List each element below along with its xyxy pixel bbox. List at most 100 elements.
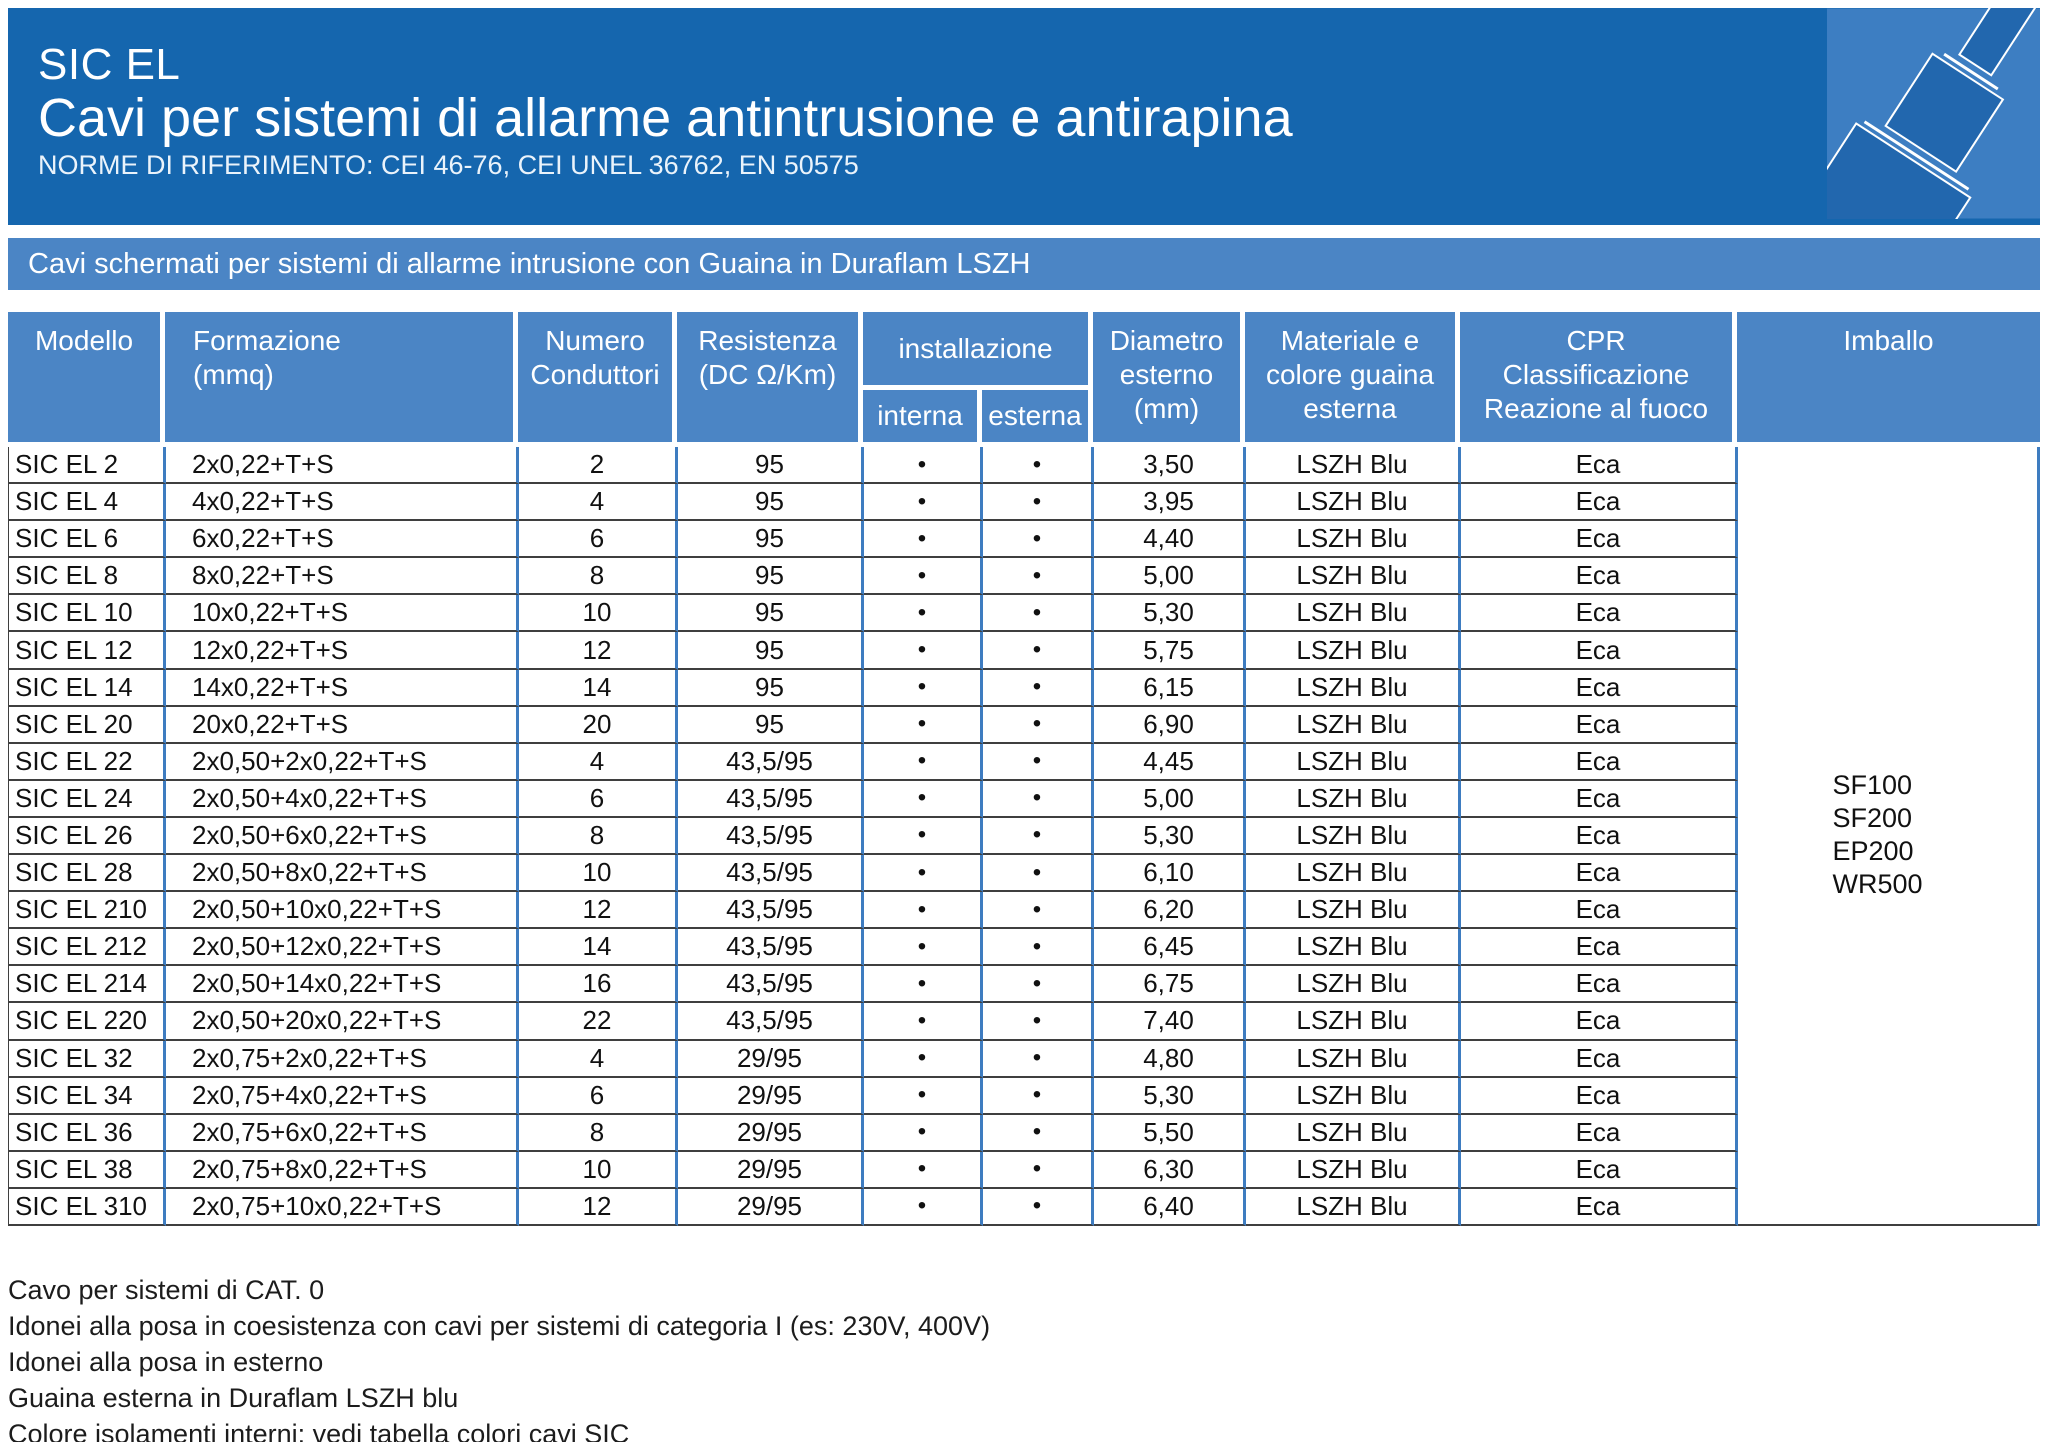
- cell-diametro: 4,40: [1094, 521, 1246, 559]
- cell-conduttori: 4: [519, 743, 678, 781]
- cell-resistenza: 95: [678, 558, 864, 596]
- note-line: Idonei alla posa in esterno: [8, 1346, 324, 1377]
- imballo-value: SF200: [1832, 803, 1913, 834]
- cell-diametro: 6,40: [1094, 1188, 1246, 1226]
- cell-diametro: 6,15: [1094, 669, 1246, 707]
- header-modello: Modello: [8, 312, 160, 442]
- cell-installazione-esterna: •: [983, 706, 1094, 744]
- cell-modello: SIC EL 4: [9, 484, 166, 522]
- cell-resistenza: 43,5/95: [678, 929, 864, 967]
- cell-formazione: 2x0,50+4x0,22+T+S: [166, 780, 519, 818]
- cell-conduttori: 4: [519, 1040, 678, 1078]
- cell-diametro: 5,30: [1094, 1077, 1246, 1115]
- cell-installazione-esterna: •: [983, 1077, 1094, 1115]
- cell-diametro: 3,50: [1094, 447, 1246, 485]
- imballo-value: WR500: [1832, 869, 1923, 900]
- cell-installazione-esterna: •: [983, 521, 1094, 559]
- cell-formazione: 2x0,50+8x0,22+T+S: [166, 855, 519, 893]
- cell-resistenza: 95: [678, 632, 864, 670]
- cell-resistenza: 43,5/95: [678, 817, 864, 856]
- cell-diametro: 6,20: [1094, 892, 1246, 930]
- cell-installazione-interna: •: [864, 1151, 983, 1189]
- cell-modello: SIC EL 212: [9, 929, 166, 967]
- cell-modello: SIC EL 24: [9, 780, 166, 818]
- cell-conduttori: 6: [519, 780, 678, 818]
- page-title: SIC EL: [38, 40, 181, 89]
- cell-formazione: 2x0,50+10x0,22+T+S: [166, 892, 519, 930]
- cell-cpr: Eca: [1461, 817, 1738, 856]
- cell-installazione-interna: •: [864, 595, 983, 633]
- cell-diametro: 4,80: [1094, 1040, 1246, 1078]
- cell-cpr: Eca: [1461, 929, 1738, 967]
- cell-cpr: Eca: [1461, 595, 1738, 633]
- header-imballo: Imballo: [1737, 312, 2040, 442]
- cell-resistenza: 29/95: [678, 1114, 864, 1152]
- cell-diametro: 6,90: [1094, 706, 1246, 744]
- imballo-value: EP200: [1832, 836, 1914, 867]
- cell-installazione-esterna: •: [983, 1188, 1094, 1226]
- cell-formazione: 2x0,50+12x0,22+T+S: [166, 929, 519, 967]
- cell-conduttori: 6: [519, 1077, 678, 1115]
- cell-conduttori: 8: [519, 1114, 678, 1152]
- cell-materiale-guaina: LSZH Blu: [1246, 1151, 1461, 1189]
- cell-conduttori: 10: [519, 1151, 678, 1189]
- cell-diametro: 5,50: [1094, 1114, 1246, 1152]
- cell-resistenza: 29/95: [678, 1151, 864, 1189]
- cell-installazione-esterna: •: [983, 743, 1094, 781]
- cell-cpr: Eca: [1461, 669, 1738, 707]
- cell-installazione-esterna: •: [983, 1114, 1094, 1152]
- cell-resistenza: 43,5/95: [678, 743, 864, 781]
- cell-resistenza: 95: [678, 706, 864, 744]
- cell-formazione: 12x0,22+T+S: [166, 632, 519, 670]
- cell-materiale-guaina: LSZH Blu: [1246, 780, 1461, 818]
- page-banner: SIC EL Cavi per sistemi di allarme antin…: [8, 0, 2048, 359]
- cell-conduttori: 14: [519, 929, 678, 967]
- cell-installazione-esterna: •: [983, 1040, 1094, 1078]
- cell-modello: SIC EL 26: [9, 817, 166, 856]
- cell-conduttori: 2: [519, 447, 678, 485]
- cell-formazione: 2x0,50+14x0,22+T+S: [166, 966, 519, 1004]
- cell-modello: SIC EL 34: [9, 1077, 166, 1115]
- cell-materiale-guaina: LSZH Blu: [1246, 966, 1461, 1004]
- cell-cpr: Eca: [1461, 1188, 1738, 1226]
- cell-modello: SIC EL 10: [9, 595, 166, 633]
- cell-conduttori: 20: [519, 706, 678, 744]
- cell-installazione-esterna: •: [983, 447, 1094, 485]
- cell-diametro: 6,30: [1094, 1151, 1246, 1189]
- cell-resistenza: 29/95: [678, 1188, 864, 1226]
- cell-materiale-guaina: LSZH Blu: [1246, 817, 1461, 856]
- cell-resistenza: 29/95: [678, 1040, 864, 1078]
- cell-resistenza: 43,5/95: [678, 780, 864, 818]
- cell-modello: SIC EL 38: [9, 1151, 166, 1189]
- cell-installazione-esterna: •: [983, 1003, 1094, 1041]
- cell-materiale-guaina: LSZH Blu: [1246, 558, 1461, 596]
- cell-installazione-esterna: •: [983, 855, 1094, 893]
- note-line: Guaina esterna in Duraflam LSZH blu: [8, 1382, 459, 1413]
- cell-resistenza: 43,5/95: [678, 1003, 864, 1041]
- header-numero-conduttori: Numero Conduttori: [518, 312, 672, 442]
- footer-notes: Cavo per sistemi di CAT. 0 Idonei alla p…: [8, 1272, 2040, 1442]
- header-resistenza: Resistenza (DC Ω/Km): [677, 312, 858, 442]
- header-installazione: installazione: [863, 312, 1088, 385]
- cell-formazione: 2x0,75+6x0,22+T+S: [166, 1114, 519, 1152]
- cell-resistenza: 43,5/95: [678, 855, 864, 893]
- imballo-value: SF100: [1832, 770, 1913, 801]
- cell-resistenza: 43,5/95: [678, 966, 864, 1004]
- cell-diametro: 4,45: [1094, 743, 1246, 781]
- cell-modello: SIC EL 210: [9, 892, 166, 930]
- cell-installazione-interna: •: [864, 521, 983, 559]
- cell-installazione-interna: •: [864, 669, 983, 707]
- cell-installazione-interna: •: [864, 1077, 983, 1115]
- cell-materiale-guaina: LSZH Blu: [1246, 669, 1461, 707]
- cell-installazione-interna: •: [864, 855, 983, 893]
- cell-modello: SIC EL 310: [9, 1188, 166, 1226]
- cell-cpr: Eca: [1461, 484, 1738, 522]
- cell-materiale-guaina: LSZH Blu: [1246, 447, 1461, 485]
- cell-installazione-esterna: •: [983, 892, 1094, 930]
- norms-text: NORME DI RIFERIMENTO: CEI 46-76, CEI UNE…: [38, 150, 859, 180]
- cell-conduttori: 12: [519, 892, 678, 930]
- cell-materiale-guaina: LSZH Blu: [1246, 1114, 1461, 1152]
- cell-modello: SIC EL 32: [9, 1040, 166, 1078]
- cell-installazione-esterna: •: [983, 966, 1094, 1004]
- cell-modello: SIC EL 12: [9, 632, 166, 670]
